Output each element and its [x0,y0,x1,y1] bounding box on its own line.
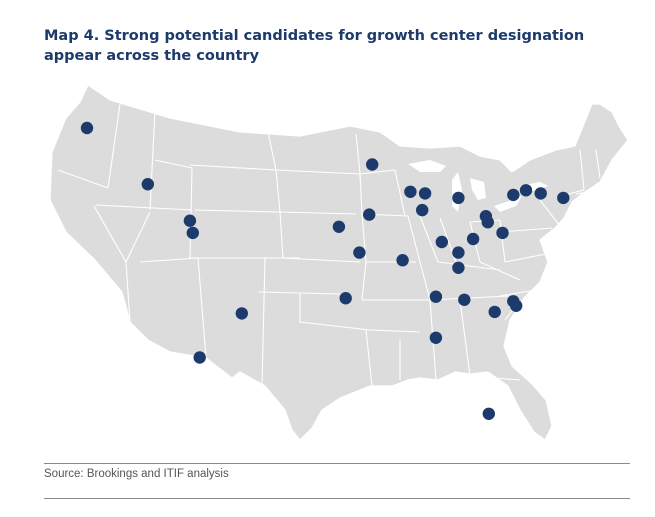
growth-center-marker [332,220,346,233]
growth-center-marker [519,184,533,197]
growth-center-marker [429,331,443,344]
growth-center-marker [353,246,366,259]
growth-center-marker [396,254,409,267]
growth-center-marker [435,235,448,249]
growth-center-marker [339,292,352,305]
growth-center-marker [481,216,494,229]
growth-center-marker [458,293,471,306]
growth-center-marker [363,208,376,221]
growth-center-marker [235,307,248,320]
map-title: Map 4. Strong potential candidates for g… [44,28,585,64]
growth-center-marker [482,407,495,420]
growth-center-marker [452,246,465,259]
growth-center-marker [510,299,523,312]
divider-top [44,463,630,464]
growth-center-marker [183,214,197,227]
growth-center-marker [557,191,570,205]
growth-center-marker [452,191,465,205]
growth-center-marker [534,187,547,200]
growth-center-marker [416,203,429,217]
growth-center-marker [429,290,443,303]
growth-center-marker [186,226,199,240]
growth-center-marker [507,188,520,202]
growth-center-marker [452,261,465,274]
growth-center-marker [496,226,509,240]
growth-center-marker [404,185,417,198]
state-borders [57,103,601,387]
great-lakes [408,160,548,212]
growth-center-markers [80,121,570,420]
source-note: Source: Brookings and ITIF analysis [44,468,229,480]
divider-bottom [44,498,630,499]
growth-center-marker [488,305,501,319]
growth-center-marker [466,232,480,246]
growth-center-marker [418,187,432,200]
growth-center-marker [366,158,379,171]
growth-center-marker [80,121,94,135]
growth-center-marker [141,178,154,191]
growth-center-marker [193,351,206,364]
us-landmass [49,84,629,441]
